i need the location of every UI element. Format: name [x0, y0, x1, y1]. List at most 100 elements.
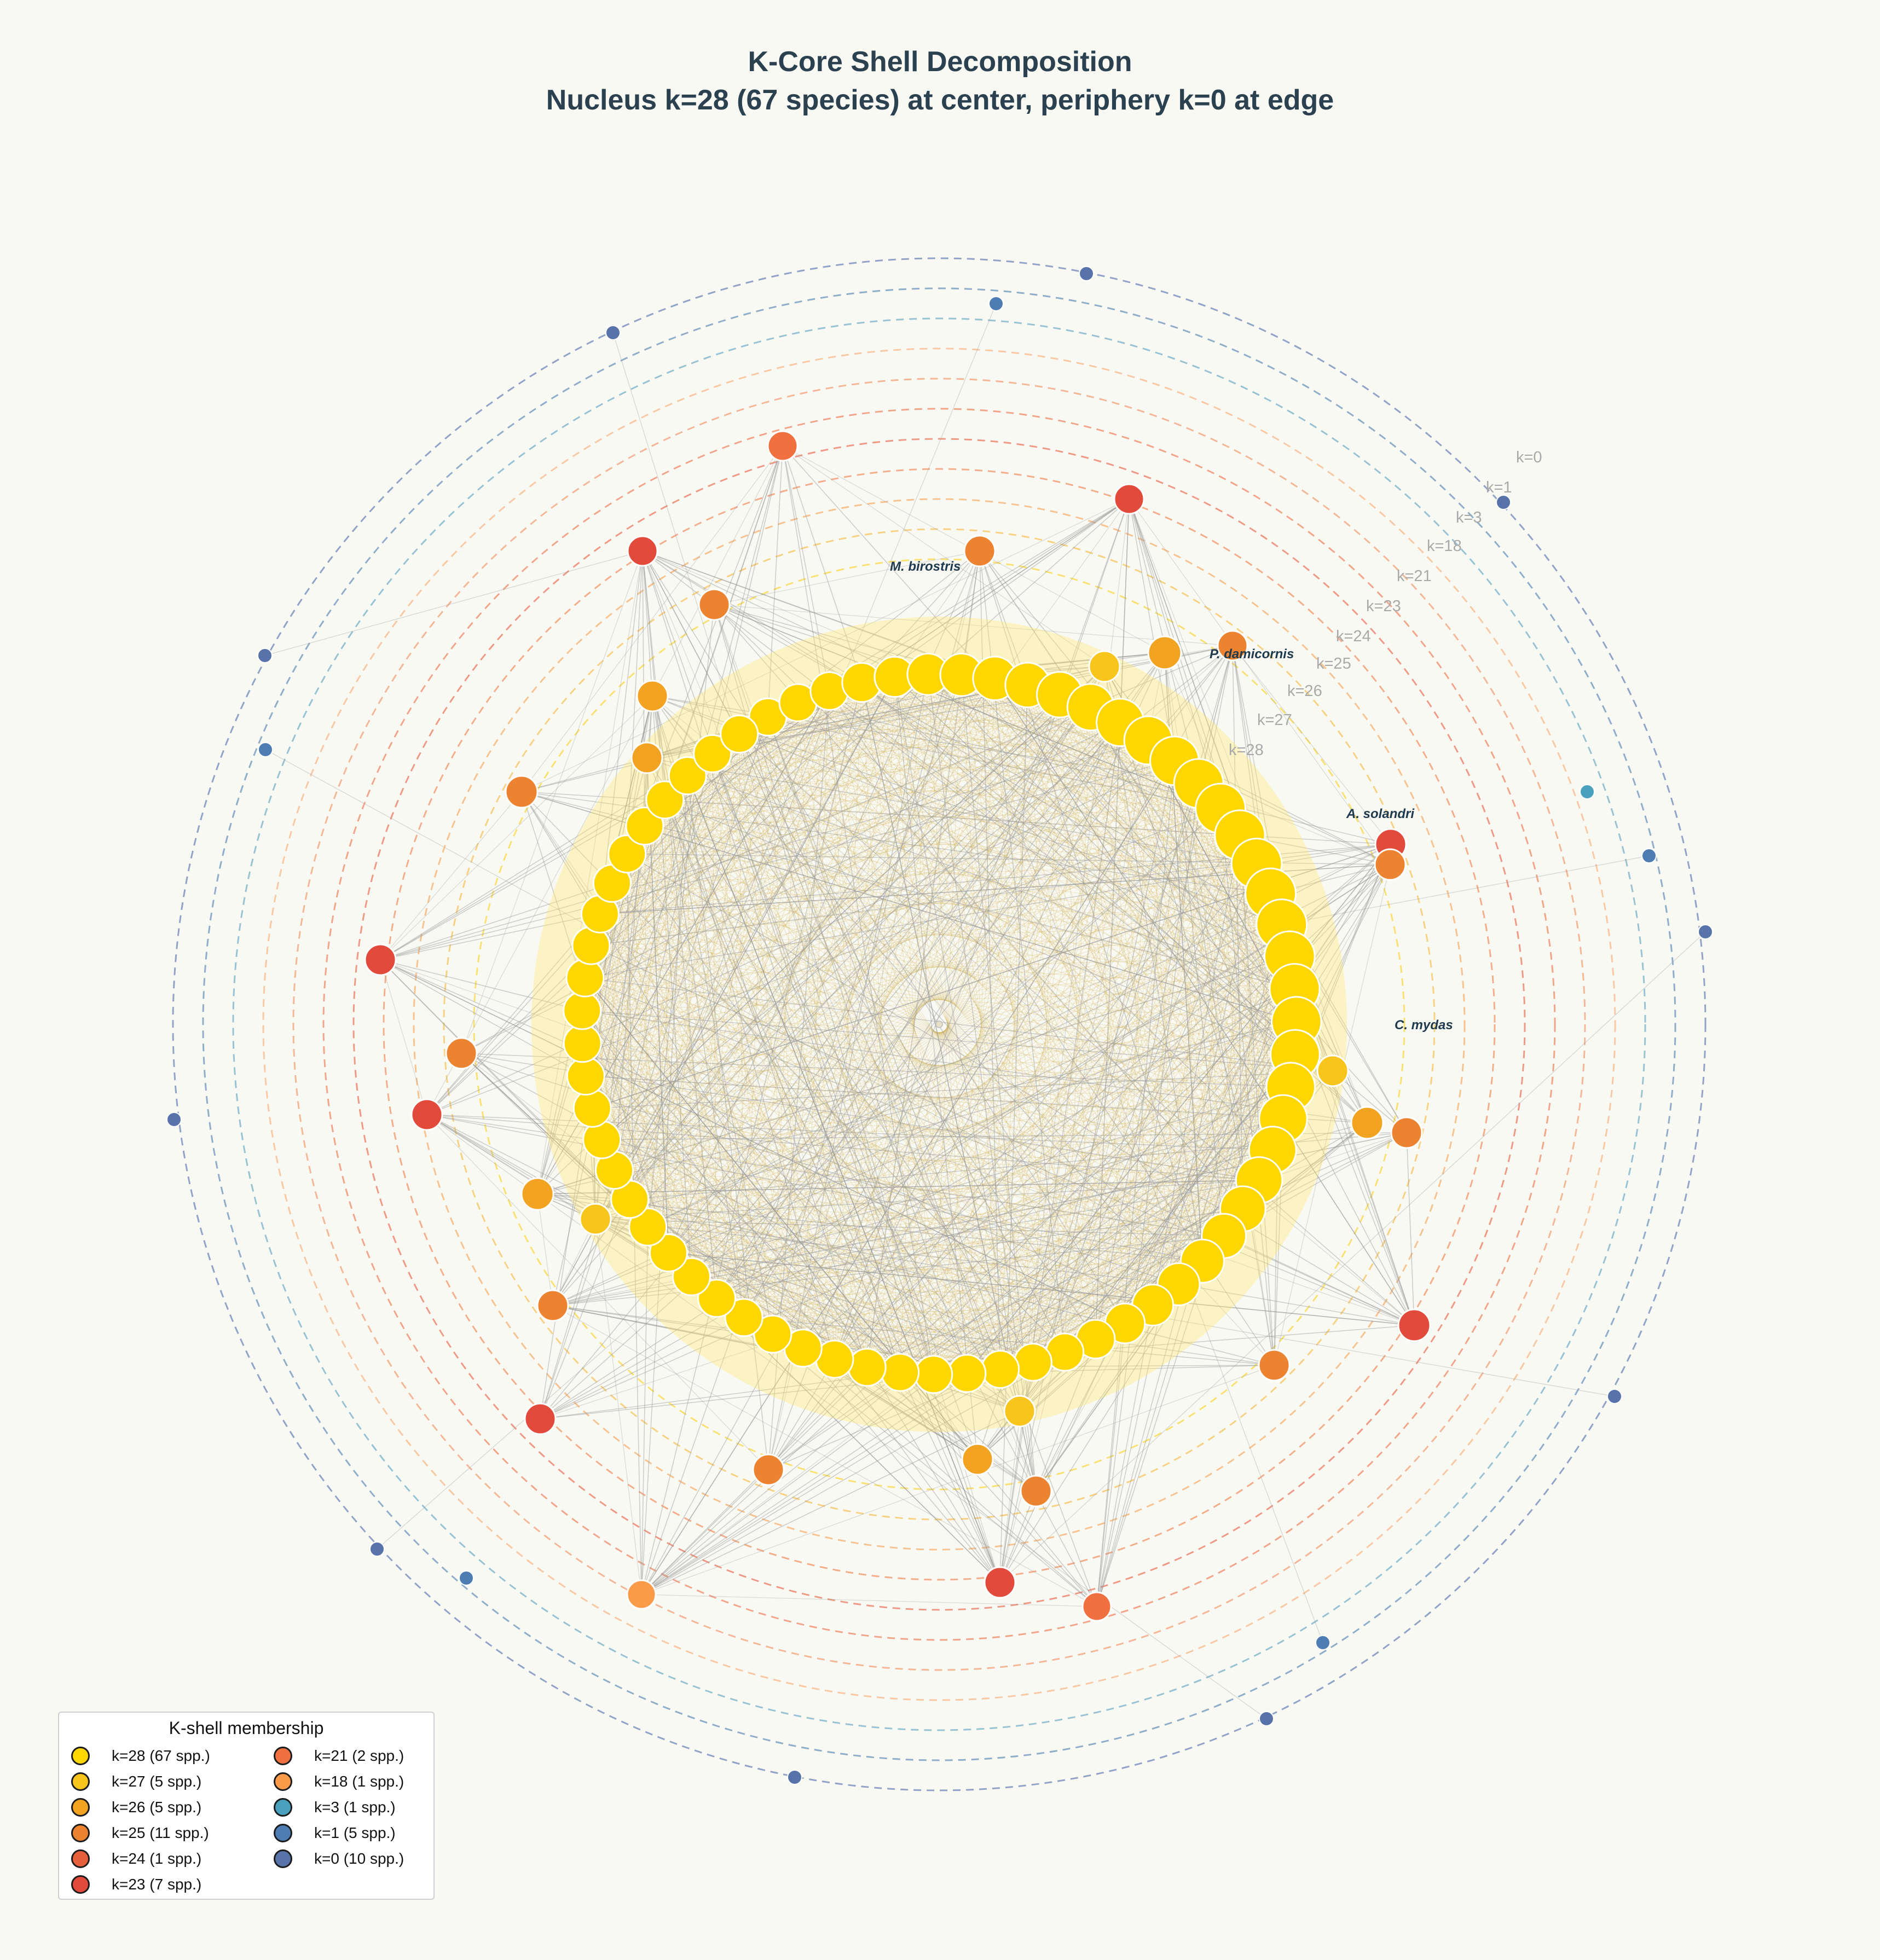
core-edge	[1059, 694, 1153, 1306]
core-edge	[668, 988, 1295, 1254]
core-edge	[739, 734, 1179, 1285]
core-edge	[928, 674, 1243, 1209]
core-edge	[712, 753, 901, 1373]
shell-edge	[768, 1086, 1291, 1470]
core-edge	[629, 722, 1121, 1200]
shell-edge	[714, 604, 1221, 809]
core-edge	[599, 914, 901, 1373]
core-edge	[691, 676, 895, 1277]
core-edge	[687, 775, 1257, 865]
legend: K-shell membership k=28 (67 spp.) k=27 (5…	[58, 1712, 435, 1900]
core-edge	[627, 854, 835, 1360]
core-edge	[647, 706, 1091, 1227]
core-edge	[611, 883, 1001, 1370]
core-edge	[834, 678, 996, 1360]
core-edge	[582, 956, 1290, 1044]
shell-edge	[380, 959, 582, 1011]
shell-edge	[641, 1365, 1275, 1595]
core-edge	[629, 924, 1282, 1200]
legend-swatch	[274, 1747, 292, 1765]
core-edge	[716, 674, 929, 1298]
core-edge	[739, 734, 1001, 1370]
core-edge	[591, 945, 692, 1277]
shell-edge	[668, 652, 1165, 1254]
core-edge	[668, 808, 1221, 1254]
core-edge	[834, 674, 929, 1360]
core-edge	[967, 988, 1295, 1374]
core-edge	[614, 685, 1028, 1170]
shell-edge	[641, 761, 1175, 1595]
core-node	[947, 1354, 987, 1393]
legend-label: k=27 (5 spp.)	[112, 1773, 202, 1790]
core-edge	[601, 1139, 1259, 1181]
core-edge	[687, 775, 1259, 1181]
core-edge	[1124, 835, 1241, 1324]
core-edge	[1120, 722, 1203, 1261]
shell-node	[520, 1177, 554, 1211]
core-edge	[999, 707, 1091, 1370]
legend-label: k=25 (11 spp.)	[112, 1824, 209, 1841]
core-edge	[866, 835, 1240, 1368]
core-edge	[691, 740, 1149, 1277]
core-node	[720, 715, 759, 754]
core-edge	[994, 678, 1153, 1306]
shell-edge	[641, 1367, 867, 1595]
shell-edge	[595, 722, 1121, 1220]
core-edge	[739, 733, 1175, 762]
core-edge	[743, 685, 1028, 1318]
core-edge	[716, 694, 1060, 1299]
core-edge	[767, 716, 1257, 864]
shell-node	[1350, 1106, 1384, 1140]
core-edge	[582, 1043, 1203, 1262]
core-edge	[601, 988, 1295, 1140]
core-edge	[1124, 956, 1290, 1324]
shell-edge	[627, 854, 1020, 1412]
core-node	[1013, 1343, 1052, 1382]
core-edge	[585, 706, 1091, 978]
core-edge	[591, 945, 1283, 1120]
core-edge	[592, 1107, 1033, 1363]
shell-edge	[552, 1305, 1097, 1607]
legend-swatch	[71, 1849, 90, 1868]
core-edge	[967, 1180, 1259, 1374]
core-edge	[687, 775, 1224, 1237]
shell-edge	[582, 1010, 1000, 1583]
nodes	[166, 266, 1713, 1785]
core-edge	[612, 883, 1259, 1181]
core-edge	[627, 676, 895, 855]
core-edge	[1174, 761, 1273, 1151]
shell-edge	[743, 666, 1105, 1318]
periphery-edge	[999, 931, 1706, 1583]
legend-label: k=28 (67 spp.)	[112, 1747, 210, 1764]
core-edge	[585, 1076, 934, 1375]
shell-edge	[999, 956, 1291, 1583]
shell-edge	[641, 674, 962, 1595]
core-edge	[772, 988, 1295, 1335]
core-edge	[961, 674, 1260, 1181]
core-edge	[1065, 956, 1290, 1353]
shell-edge	[614, 695, 653, 1170]
shell-edge	[540, 864, 1391, 1419]
core-edge	[591, 678, 996, 946]
shell-edge	[979, 550, 1297, 1022]
core-edge	[629, 808, 1221, 1200]
core-edge	[582, 691, 830, 1044]
core-edge	[592, 1108, 773, 1335]
core-edge	[614, 674, 962, 1170]
core-edge	[900, 761, 1175, 1373]
shell-node	[963, 535, 996, 567]
shell-edge	[426, 808, 1221, 1115]
core-edge	[629, 753, 713, 1200]
core-edge	[1032, 863, 1257, 1362]
shell-node	[1147, 635, 1182, 670]
core-edge	[900, 808, 1221, 1373]
core-edge	[772, 761, 1175, 1335]
core-edge	[716, 808, 1221, 1299]
shell-edge	[380, 959, 1125, 1324]
core-edge	[601, 1118, 1283, 1140]
core-edge	[900, 988, 1295, 1373]
core-edge	[900, 1236, 1224, 1373]
core-edge	[627, 854, 1033, 1362]
core-edge	[644, 826, 1295, 1055]
core-edge	[582, 706, 1091, 1044]
